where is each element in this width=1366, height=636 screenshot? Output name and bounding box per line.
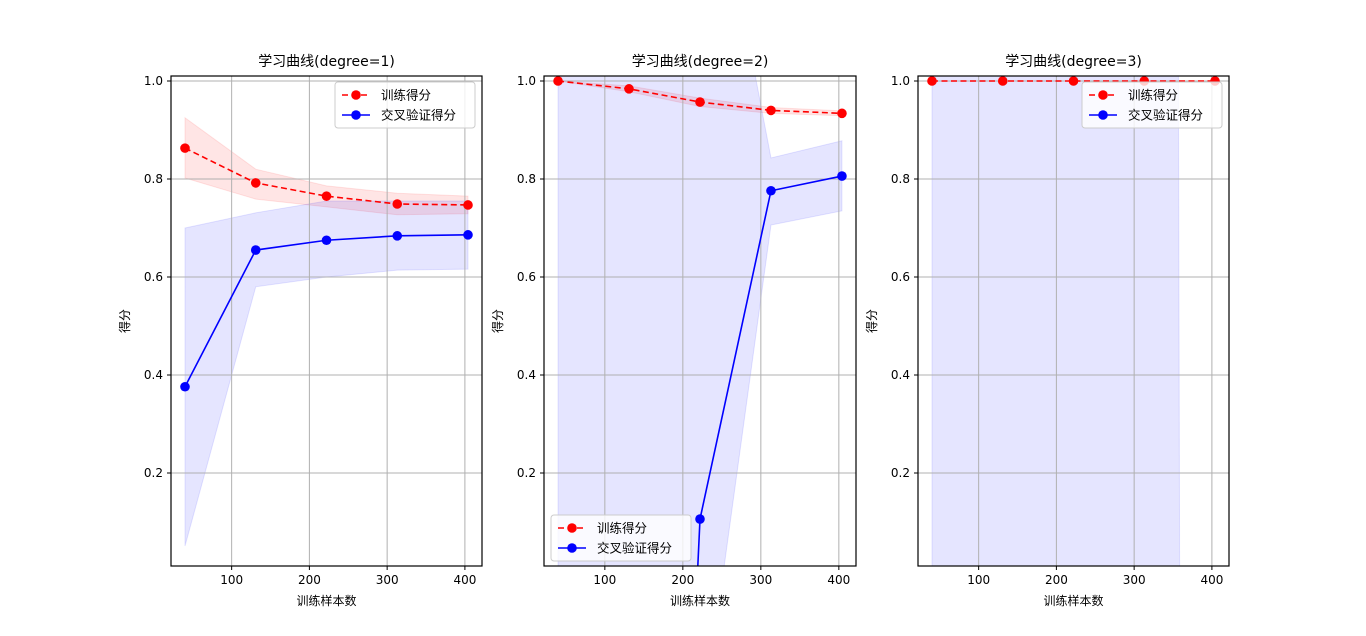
cv-data-point	[180, 381, 190, 392]
x-tick-label: 100	[967, 573, 990, 587]
y-tick-label: 0.6	[891, 270, 910, 284]
x-tick-label: 100	[593, 573, 616, 587]
cv-data-point	[463, 230, 473, 240]
y-tick-label: 1.0	[144, 74, 163, 88]
x-axis-label: 训练样本数	[296, 593, 356, 608]
y-axis-label: 得分	[864, 309, 879, 333]
subplot-degree-3: 学习曲线(degree=3) 训练样本数 得分 100 200 300 400 0.2 0…	[864, 54, 1230, 608]
legend-box	[334, 81, 476, 129]
train-legend-label: 训练得分	[597, 521, 647, 536]
train-data-point	[624, 84, 634, 94]
cv-data-point	[695, 514, 705, 524]
cv-data-point	[321, 235, 332, 246]
x-tick-label: 300	[376, 573, 399, 587]
x-tick-label: 100	[220, 573, 243, 587]
train-data-point	[766, 105, 776, 116]
cv-legend-label: 交叉验证得分	[597, 541, 672, 556]
y-tick-label: 0.2	[517, 466, 536, 480]
plot-area	[171, 76, 482, 566]
x-tick-label: 300	[749, 573, 772, 587]
x-tick-label: 200	[671, 573, 694, 587]
train-data-point	[180, 143, 190, 153]
x-axis-label: 训练样本数	[1043, 593, 1103, 608]
cv-confidence-band	[931, 76, 1181, 566]
cv-legend-label: 交叉验证得分	[1128, 108, 1203, 123]
y-tick-label: 0.4	[144, 368, 163, 382]
train-confidence-band	[184, 116, 469, 216]
cv-legend-marker-icon	[567, 543, 577, 553]
axes-frame	[543, 75, 857, 567]
legend-box	[1081, 81, 1223, 129]
y-tick-label: 0.4	[891, 368, 910, 382]
x-tick-label: 200	[298, 573, 321, 587]
train-data-point	[321, 191, 332, 201]
train-legend-marker-icon	[1098, 90, 1108, 100]
x-axis-label: 训练样本数	[670, 593, 730, 608]
train-data-point	[553, 76, 563, 86]
cv-legend-marker-icon	[1098, 110, 1108, 120]
subplot-degree-1: 学习曲线(degree=1) 训练样本数 得分 100 200 300 400 0.2 0…	[117, 54, 483, 608]
y-tick-label: 0.2	[144, 466, 163, 480]
train-data-point	[463, 200, 473, 210]
train-legend-label: 训练得分	[381, 88, 431, 103]
cv-data-point	[837, 171, 847, 181]
cv-data-point	[392, 231, 403, 241]
train-data-point	[250, 178, 261, 188]
y-axis-label: 得分	[490, 309, 505, 333]
cv-legend-marker-icon	[351, 110, 361, 120]
y-tick-label: 1.0	[517, 74, 536, 88]
subplot-title: 学习曲线(degree=2)	[632, 54, 769, 70]
train-data-point	[927, 76, 937, 86]
x-tick-label: 400	[827, 573, 850, 587]
y-axis-label: 得分	[117, 309, 132, 333]
y-tick-label: 0.6	[144, 270, 163, 284]
subplot-title: 学习曲线(degree=3)	[1005, 54, 1142, 70]
x-tick-label: 300	[1123, 573, 1146, 587]
x-tick-label: 400	[1200, 573, 1223, 587]
train-score-line	[184, 147, 469, 206]
train-legend-marker-icon	[567, 523, 577, 533]
subplot-degree-2: 学习曲线(degree=2) 训练样本数 得分 100 200 300 400 0.2 0…	[490, 54, 857, 608]
cv-data-point	[250, 245, 261, 255]
train-data-point	[1068, 76, 1079, 86]
y-tick-label: 0.4	[517, 368, 536, 382]
y-tick-label: 0.2	[891, 466, 910, 480]
y-tick-label: 0.6	[517, 270, 536, 284]
x-tick-label: 200	[1045, 573, 1068, 587]
subplot-title: 学习曲线(degree=1)	[258, 54, 395, 70]
train-data-point	[997, 76, 1008, 86]
axes-frame	[170, 75, 483, 567]
plot-area	[544, 76, 856, 566]
train-data-point	[837, 108, 847, 119]
y-tick-label: 0.8	[144, 172, 163, 186]
axes-frame	[917, 75, 1230, 567]
legend-box	[550, 514, 692, 562]
y-tick-label: 0.8	[517, 172, 536, 186]
cv-legend-label: 交叉验证得分	[381, 108, 456, 123]
train-legend-marker-icon	[351, 90, 361, 100]
train-data-point	[392, 199, 403, 209]
plot-area	[918, 76, 1229, 566]
y-tick-label: 0.8	[891, 172, 910, 186]
x-tick-label: 400	[453, 573, 476, 587]
y-tick-label: 1.0	[891, 74, 910, 88]
train-data-point	[695, 97, 705, 107]
train-legend-label: 训练得分	[1128, 88, 1178, 103]
cv-confidence-band	[557, 76, 843, 566]
cv-data-point	[766, 185, 776, 196]
